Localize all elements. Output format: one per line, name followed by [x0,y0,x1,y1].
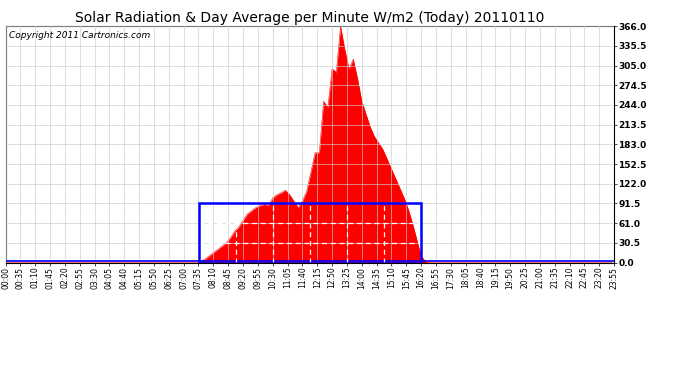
Title: Solar Radiation & Day Average per Minute W/m2 (Today) 20110110: Solar Radiation & Day Average per Minute… [75,11,544,25]
Bar [199,204,421,262]
Text: Copyright 2011 Cartronics.com: Copyright 2011 Cartronics.com [8,31,150,40]
